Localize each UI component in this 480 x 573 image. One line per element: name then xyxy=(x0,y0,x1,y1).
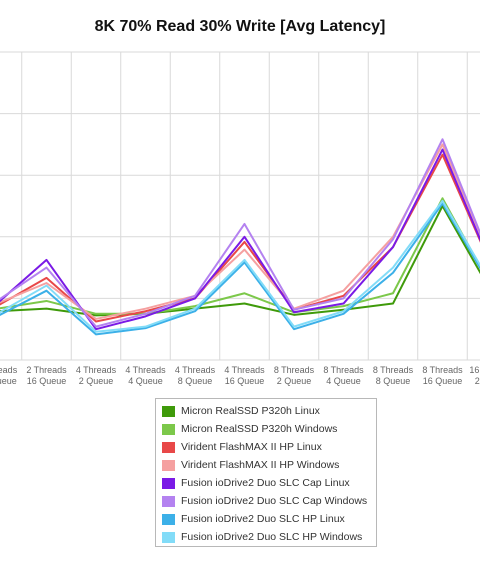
legend-label: Virident FlashMAX II HP Windows xyxy=(181,459,340,471)
x-tick-label: 4 Threads xyxy=(125,365,166,375)
x-tick-label: 16 Queue xyxy=(423,376,463,386)
legend-item: Virident FlashMAX II HP Windows xyxy=(156,456,376,474)
series-lines xyxy=(0,138,480,336)
legend-swatch xyxy=(162,423,175,435)
series-line-6 xyxy=(0,202,480,336)
legend-item: Fusion ioDrive2 Duo SLC HP Linux xyxy=(156,510,376,528)
x-tick-label: 8 Queue xyxy=(376,376,411,386)
legend-label: Fusion ioDrive2 Duo SLC Cap Windows xyxy=(181,495,368,507)
x-tick-label: 16 Queue xyxy=(27,376,67,386)
legend-item: Fusion ioDrive2 Duo SLC Cap Windows xyxy=(156,492,376,510)
x-tick-label: 8 Threads xyxy=(323,365,364,375)
legend-item: Fusion ioDrive2 Duo SLC Cap Linux xyxy=(156,474,376,492)
x-tick-label: 4 Threads xyxy=(76,365,117,375)
series-line-7 xyxy=(0,199,480,333)
legend-swatch xyxy=(162,459,175,471)
legend-item: Virident FlashMAX II HP Linux xyxy=(156,438,376,456)
legend-label: Fusion ioDrive2 Duo SLC HP Linux xyxy=(181,513,345,525)
legend-swatch xyxy=(162,441,175,453)
x-tick-label: 2 Queue xyxy=(475,376,480,386)
x-tick-label: 8 Threads xyxy=(422,365,463,375)
legend-swatch xyxy=(162,477,175,489)
series-line-5 xyxy=(0,138,480,328)
x-tick-label: 8 Threads xyxy=(373,365,414,375)
legend-label: Micron RealSSD P320h Linux xyxy=(181,405,320,417)
x-tick-label: 8 Queue xyxy=(178,376,213,386)
x-tick-label: 16 Queue xyxy=(0,376,17,386)
chart-title: 8K 70% Read 30% Write [Avg Latency] xyxy=(94,18,386,35)
legend: Micron RealSSD P320h Linux Micron RealSSD… xyxy=(155,398,377,547)
x-tick-label: 2 Queue xyxy=(79,376,114,386)
x-tick-label: 16 Threads xyxy=(469,365,480,375)
x-tick-label: 2 Queue xyxy=(277,376,312,386)
x-tick-label: 8 Threads xyxy=(274,365,315,375)
legend-item: Micron RealSSD P320h Windows xyxy=(156,420,376,438)
legend-swatch xyxy=(162,513,175,525)
legend-swatch xyxy=(162,495,175,507)
legend-swatch xyxy=(162,405,175,417)
x-tick-label: 1 Threads xyxy=(0,365,18,375)
x-tick-label: 4 Queue xyxy=(128,376,163,386)
x-tick-label: 2 Threads xyxy=(26,365,67,375)
legend-swatch xyxy=(162,531,175,543)
x-tick-label: 4 Queue xyxy=(326,376,361,386)
legend-label: Virident FlashMAX II HP Linux xyxy=(181,441,322,453)
series-line-1 xyxy=(0,197,480,315)
series-line-0 xyxy=(0,205,480,317)
legend-label: Micron RealSSD P320h Windows xyxy=(181,423,338,435)
x-tick-label: 4 Threads xyxy=(175,365,216,375)
legend-item: Micron RealSSD P320h Linux xyxy=(156,402,376,420)
x-tick-label: 4 Threads xyxy=(224,365,265,375)
legend-item: Fusion ioDrive2 Duo SLC HP Windows xyxy=(156,528,376,546)
legend-label: Fusion ioDrive2 Duo SLC HP Windows xyxy=(181,531,363,543)
x-tick-label: 16 Queue xyxy=(225,376,265,386)
legend-label: Fusion ioDrive2 Duo SLC Cap Linux xyxy=(181,477,350,489)
